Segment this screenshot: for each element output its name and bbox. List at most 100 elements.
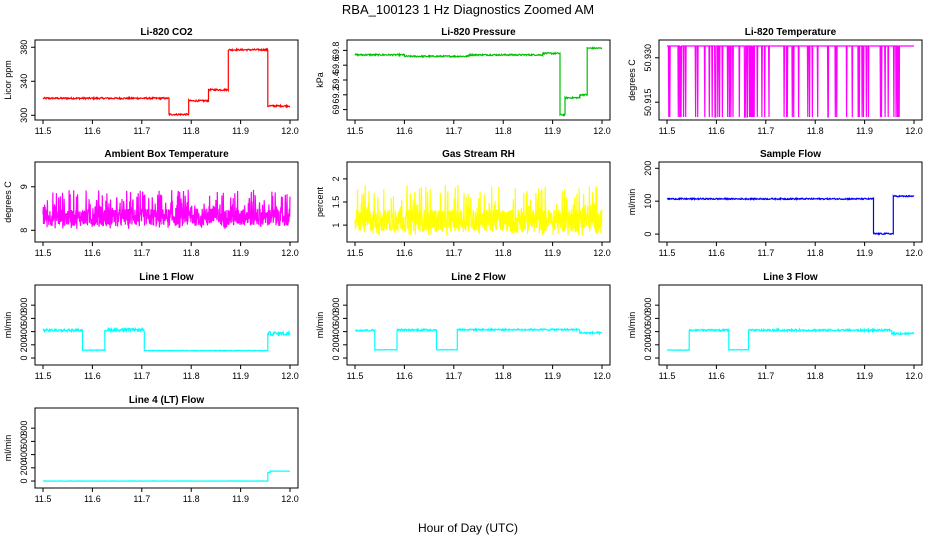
- x-tick-label: 11.6: [84, 371, 101, 381]
- x-tick-label: 11.7: [133, 371, 150, 381]
- series-line: [42, 189, 291, 229]
- panel-frame: [658, 284, 923, 366]
- x-tick-label: 12.0: [905, 371, 923, 381]
- x-tick-label: 11.9: [856, 371, 873, 381]
- x-tick-label: 11.8: [183, 371, 200, 381]
- x-tick-label: 11.6: [708, 126, 725, 136]
- panel-title: Sample Flow: [760, 149, 821, 160]
- panel-9: Line 3 Flow 11.5 11.6 11.7 11.8 11.9 12.0 0 2004…: [627, 272, 923, 381]
- panel-1: Li-820 CO2 11.5 11.6 11.7 11.8 11.9 12.0 300 340…: [3, 27, 299, 136]
- y-tick-label: 600: [331, 311, 341, 326]
- x-tick-label: 11.9: [856, 248, 873, 258]
- x-tick-label: 11.5: [347, 371, 364, 381]
- y-tick-label: 800: [19, 421, 29, 436]
- y-tick-label: 200: [643, 337, 653, 352]
- x-tick-label: 11.6: [396, 248, 413, 258]
- y-tick-label: 800: [643, 298, 653, 313]
- x-tick-label: 11.6: [84, 126, 101, 136]
- y-tick-label: 50.930: [643, 44, 653, 72]
- x-tick-label: 11.8: [495, 371, 512, 381]
- y-tick-label: 200: [19, 337, 29, 352]
- x-tick-label: 11.9: [544, 248, 561, 258]
- panel-2: Li-820 Pressure 11.5 11.6 11.7 11.8 11.9 12.0 6…: [315, 27, 611, 136]
- series-line: [666, 194, 915, 236]
- x-tick-label: 11.7: [445, 126, 462, 136]
- y-tick-label: 200: [331, 337, 341, 352]
- x-tick-label: 11.8: [495, 248, 512, 258]
- x-tick-label: 11.8: [495, 126, 512, 136]
- y-tick-label: 0: [19, 356, 29, 361]
- x-tick-label: 11.9: [232, 371, 249, 381]
- y-axis-label: percent: [315, 186, 325, 217]
- x-tick-label: 11.8: [807, 126, 824, 136]
- y-axis-label: Licor ppm: [3, 60, 13, 100]
- x-tick-label: 11.6: [84, 248, 101, 258]
- y-tick-label: 800: [331, 298, 341, 313]
- y-tick-label: 0: [331, 356, 341, 361]
- panel-frame: [34, 39, 299, 121]
- series-line: [42, 470, 290, 482]
- x-tick-label: 11.9: [232, 126, 249, 136]
- y-tick-label: 800: [19, 298, 29, 313]
- x-tick-label: 11.5: [35, 126, 52, 136]
- figure-title: RBA_100123 1 Hz Diagnostics Zoomed AM: [342, 2, 594, 17]
- panel-title: Line 2 Flow: [451, 272, 506, 283]
- x-tick-label: 12.0: [281, 371, 299, 381]
- y-tick-label: 0: [643, 232, 653, 237]
- x-tick-label: 11.7: [445, 371, 462, 381]
- panel-title: Line 3 Flow: [763, 272, 818, 283]
- panel-frame: [346, 39, 611, 121]
- y-axis-label: degrees C: [627, 59, 637, 101]
- x-tick-label: 11.5: [35, 371, 52, 381]
- y-tick-label: 69.2: [331, 86, 341, 104]
- panel-title: Li-820 CO2: [140, 27, 193, 38]
- panel-8: Line 2 Flow 11.5 11.6 11.7 11.8 11.9 12.0 0 2004…: [315, 272, 611, 381]
- series-line: [354, 184, 603, 236]
- y-tick-label: 69: [331, 105, 341, 115]
- x-tick-label: 12.0: [905, 126, 923, 136]
- panel-frame: [34, 407, 299, 489]
- y-tick-label: 400: [643, 324, 653, 339]
- x-tick-label: 12.0: [281, 126, 299, 136]
- panel-title: Ambient Box Temperature: [104, 149, 229, 160]
- x-tick-label: 11.8: [183, 126, 200, 136]
- y-tick-label: 9: [19, 184, 29, 189]
- y-tick-label: 600: [19, 434, 29, 449]
- y-tick-label: 0: [643, 356, 653, 361]
- y-tick-label: 300: [19, 108, 29, 123]
- y-tick-label: 69.8: [331, 42, 341, 60]
- y-tick-label: 600: [643, 311, 653, 326]
- x-tick-label: 11.8: [183, 248, 200, 258]
- y-axis-label: kPa: [315, 72, 325, 88]
- y-tick-label: 200: [643, 161, 653, 176]
- x-tick-label: 11.5: [347, 248, 364, 258]
- panel-frame: [346, 284, 611, 366]
- x-tick-label: 11.5: [659, 126, 676, 136]
- x-tick-label: 12.0: [593, 126, 611, 136]
- y-tick-label: 400: [19, 324, 29, 339]
- x-tick-label: 11.5: [659, 371, 676, 381]
- series-line: [42, 326, 291, 352]
- y-tick-label: 380: [19, 40, 29, 55]
- series-line: [354, 326, 603, 352]
- x-tick-label: 11.8: [807, 248, 824, 258]
- x-tick-label: 11.7: [445, 248, 462, 258]
- y-axis-label: ml/min: [3, 312, 13, 339]
- y-tick-label: 100: [643, 194, 653, 209]
- x-tick-label: 11.7: [133, 126, 150, 136]
- y-axis-label: ml/min: [315, 312, 325, 339]
- x-tick-label: 11.7: [757, 126, 774, 136]
- x-tick-label: 11.5: [659, 248, 676, 258]
- x-tick-label: 12.0: [281, 248, 299, 258]
- y-tick-label: 0: [19, 479, 29, 484]
- x-tick-label: 11.9: [232, 494, 249, 504]
- y-tick-label: 69.4: [331, 71, 341, 89]
- y-tick-label: 2: [331, 176, 341, 181]
- x-tick-label: 11.9: [232, 248, 249, 258]
- x-tick-label: 11.5: [35, 248, 52, 258]
- y-tick-label: 400: [19, 447, 29, 462]
- panel-title: Line 1 Flow: [139, 272, 194, 283]
